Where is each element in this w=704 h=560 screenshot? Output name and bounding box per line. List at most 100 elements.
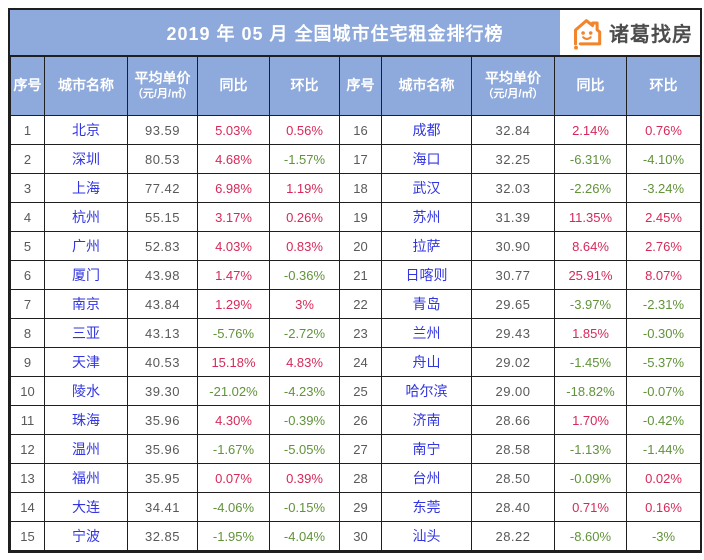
table-row: 6 厦门 43.98 1.47% -0.36% 21 日喀则 30.77 25.91% 8.07%	[10, 260, 701, 290]
col-header-yoy: 同比	[554, 56, 627, 116]
city-name: 珠海	[44, 405, 128, 435]
table-row: 11 珠海 35.96 4.30% -0.39% 26 济南 28.66 1.70% -0.42%	[10, 405, 701, 435]
table-row: 12 温州 35.96 -1.67% -5.05% 27 南宁 28.58 -1.13% -1.4…	[10, 434, 701, 464]
col-header-yoy: 同比	[197, 56, 270, 116]
city-name: 武汉	[381, 173, 472, 203]
rank-cell: 25	[339, 376, 382, 406]
yoy-value: -6.31%	[554, 144, 627, 174]
table-row: 15 宁波 32.85 -1.95% -4.04% 30 汕头 28.22 -8.60% -3%	[10, 521, 701, 551]
yoy-value: -5.76%	[197, 318, 270, 348]
avg-price: 34.41	[127, 492, 198, 522]
yoy-value: 1.47%	[197, 260, 270, 290]
mom-value: -0.36%	[269, 260, 340, 290]
page-title: 2019 年 05 月 全国城市住宅租金排行榜	[166, 23, 504, 44]
rank-cell: 16	[339, 115, 382, 145]
yoy-value: -2.26%	[554, 173, 627, 203]
price-header-unit: （元/月/㎡）	[482, 87, 544, 100]
mom-value: -1.57%	[269, 144, 340, 174]
city-name: 汕头	[381, 521, 472, 551]
avg-price: 55.15	[127, 202, 198, 232]
yoy-value: -1.45%	[554, 347, 627, 377]
city-name: 三亚	[44, 318, 128, 348]
avg-price: 28.58	[471, 434, 555, 464]
city-name: 温州	[44, 434, 128, 464]
mom-value: 0.56%	[269, 115, 340, 145]
city-name: 杭州	[44, 202, 128, 232]
yoy-value: 6.98%	[197, 173, 270, 203]
city-name: 成都	[381, 115, 472, 145]
yoy-value: 5.03%	[197, 115, 270, 145]
avg-price: 43.98	[127, 260, 198, 290]
rank-cell: 10	[10, 376, 45, 406]
city-name: 福州	[44, 463, 128, 493]
city-name: 北京	[44, 115, 128, 145]
rank-cell: 6	[10, 260, 45, 290]
price-header-unit: （元/月/㎡）	[131, 87, 194, 100]
yoy-value: -1.67%	[197, 434, 270, 464]
house-smiley-icon	[567, 14, 603, 52]
avg-price: 28.40	[471, 492, 555, 522]
table-row: 2 深圳 80.53 4.68% -1.57% 17 海口 32.25 -6.31% -4.10%	[10, 144, 701, 174]
city-name: 舟山	[381, 347, 472, 377]
rank-cell: 15	[10, 521, 45, 551]
mom-value: 8.07%	[626, 260, 701, 290]
avg-price: 40.53	[127, 347, 198, 377]
avg-price: 30.90	[471, 231, 555, 261]
avg-price: 29.43	[471, 318, 555, 348]
mom-value: 3%	[269, 289, 340, 319]
rank-cell: 20	[339, 231, 382, 261]
avg-price: 43.13	[127, 318, 198, 348]
city-name: 日喀则	[381, 260, 472, 290]
mom-value: -4.10%	[626, 144, 701, 174]
mom-value: 0.02%	[626, 463, 701, 493]
mom-value: -4.04%	[269, 521, 340, 551]
avg-price: 32.85	[127, 521, 198, 551]
yoy-value: 3.17%	[197, 202, 270, 232]
avg-price: 93.59	[127, 115, 198, 145]
mom-value: 0.26%	[269, 202, 340, 232]
avg-price: 52.83	[127, 231, 198, 261]
rent-ranking-report: 2019 年 05 月 全国城市住宅租金排行榜 诸葛找房 序号 城市名称 平均单价（…	[8, 8, 702, 553]
city-name: 大连	[44, 492, 128, 522]
rank-cell: 29	[339, 492, 382, 522]
table-row: 5 广州 52.83 4.03% 0.83% 20 拉萨 30.90 8.64% 2.76%	[10, 231, 701, 261]
col-header-price: 平均单价 （元/月/㎡）	[127, 56, 198, 116]
mom-value: 4.83%	[269, 347, 340, 377]
table-row: 4 杭州 55.15 3.17% 0.26% 19 苏州 31.39 11.35% 2.45%	[10, 202, 701, 232]
avg-price: 30.77	[471, 260, 555, 290]
avg-price: 39.30	[127, 376, 198, 406]
city-name: 南宁	[381, 434, 472, 464]
rank-cell: 27	[339, 434, 382, 464]
table-row: 3 上海 77.42 6.98% 1.19% 18 武汉 32.03 -2.26% -3.24%	[10, 173, 701, 203]
table-row: 13 福州 35.95 0.07% 0.39% 28 台州 28.50 -0.09% 0.02%	[10, 463, 701, 493]
yoy-value: 4.30%	[197, 405, 270, 435]
rank-cell: 11	[10, 405, 45, 435]
table-row: 10 陵水 39.30 -21.02% -4.23% 25 哈尔滨 29.00 -18.82% -…	[10, 376, 701, 406]
city-name: 台州	[381, 463, 472, 493]
rank-cell: 17	[339, 144, 382, 174]
mom-value: 0.16%	[626, 492, 701, 522]
table-row: 8 三亚 43.13 -5.76% -2.72% 23 兰州 29.43 1.85% -0.30%	[10, 318, 701, 348]
avg-price: 29.65	[471, 289, 555, 319]
mom-value: -0.42%	[626, 405, 701, 435]
yoy-value: 15.18%	[197, 347, 270, 377]
rank-cell: 3	[10, 173, 45, 203]
mom-value: -5.05%	[269, 434, 340, 464]
yoy-value: 1.85%	[554, 318, 627, 348]
avg-price: 29.00	[471, 376, 555, 406]
yoy-value: -8.60%	[554, 521, 627, 551]
rank-cell: 30	[339, 521, 382, 551]
avg-price: 80.53	[127, 144, 198, 174]
yoy-value: -21.02%	[197, 376, 270, 406]
brand-name: 诸葛找房	[609, 24, 693, 46]
rank-cell: 2	[10, 144, 45, 174]
col-header-city: 城市名称	[44, 56, 128, 116]
rank-cell: 14	[10, 492, 45, 522]
city-name: 南京	[44, 289, 128, 319]
city-name: 苏州	[381, 202, 472, 232]
yoy-value: -3.97%	[554, 289, 627, 319]
rank-cell: 23	[339, 318, 382, 348]
mom-value: -0.15%	[269, 492, 340, 522]
yoy-value: 0.07%	[197, 463, 270, 493]
yoy-value: 25.91%	[554, 260, 627, 290]
